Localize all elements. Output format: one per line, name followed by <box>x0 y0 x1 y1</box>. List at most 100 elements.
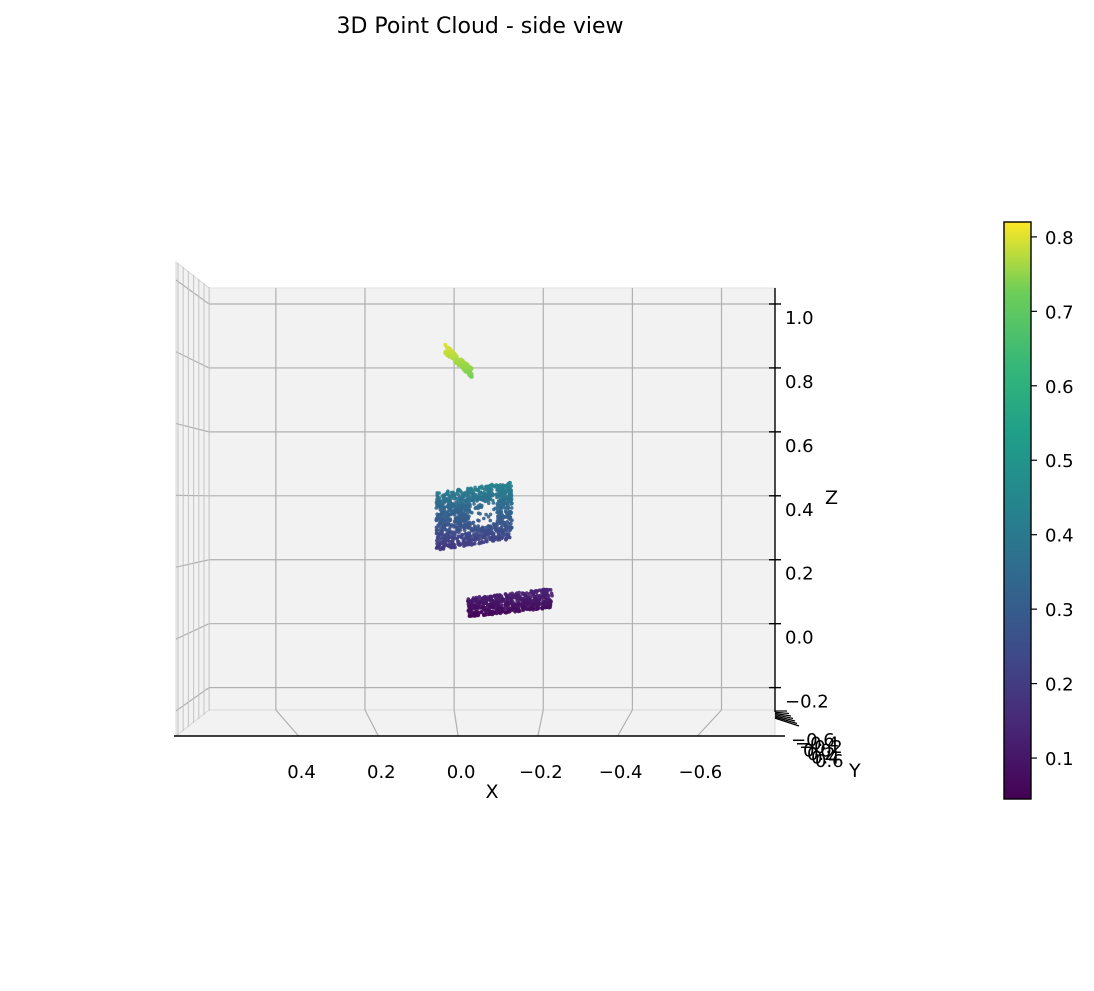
point <box>436 545 441 550</box>
x-axis-label: X <box>485 781 498 803</box>
point <box>441 510 445 515</box>
point <box>494 607 499 612</box>
point <box>457 360 462 365</box>
point <box>499 536 504 541</box>
y-tick-label: −0.4 <box>795 734 839 755</box>
point <box>462 528 467 533</box>
point <box>468 523 472 528</box>
point <box>490 538 495 543</box>
point <box>443 499 448 503</box>
point <box>509 506 514 510</box>
point <box>493 492 498 497</box>
point <box>448 509 452 513</box>
point <box>480 484 484 489</box>
point <box>469 539 473 543</box>
point <box>503 600 508 605</box>
x-tick-label: −0.2 <box>519 762 563 783</box>
point <box>470 534 475 538</box>
y-tick-mark <box>774 714 794 720</box>
point <box>447 500 452 504</box>
point <box>487 487 491 491</box>
point <box>463 515 468 520</box>
point <box>468 487 473 491</box>
point <box>491 501 496 505</box>
point <box>446 539 450 543</box>
point <box>517 608 521 612</box>
point <box>504 529 509 533</box>
point <box>464 492 468 497</box>
point <box>458 516 462 521</box>
point <box>505 520 510 524</box>
point <box>474 531 479 535</box>
point <box>447 527 452 531</box>
point <box>474 612 478 616</box>
point <box>498 514 502 518</box>
point <box>531 608 536 612</box>
point <box>476 524 481 528</box>
point <box>471 597 476 602</box>
point <box>449 496 454 501</box>
point <box>498 485 503 490</box>
y-tick-label: 0.2 <box>807 744 836 765</box>
point <box>455 497 460 501</box>
point <box>478 497 483 502</box>
point <box>546 601 551 605</box>
point <box>457 487 461 492</box>
point <box>436 534 441 539</box>
point <box>496 597 501 601</box>
x-floor-gridline <box>537 709 544 737</box>
point <box>442 538 447 543</box>
point <box>503 506 508 510</box>
point <box>441 493 446 497</box>
x-tick-label: 0.4 <box>287 762 316 783</box>
point <box>462 540 467 544</box>
axes-3d: 0.4 0.2 0.0 −0.2 −0.4 −0.61.00.80.60.40.20.0−… <box>174 260 861 803</box>
point <box>459 490 463 494</box>
point <box>499 505 503 510</box>
point <box>486 496 490 501</box>
colorbar-tick-label: 0.5 <box>1045 451 1074 472</box>
z-tick-label: −0.2 <box>785 692 829 713</box>
point <box>504 538 508 542</box>
point <box>480 526 485 531</box>
point <box>451 509 456 514</box>
point <box>503 532 508 536</box>
point <box>512 603 517 608</box>
point <box>448 535 452 539</box>
point <box>442 535 447 540</box>
point <box>437 531 442 536</box>
point <box>490 493 494 498</box>
point <box>525 595 530 599</box>
y-tick-mark <box>774 716 798 725</box>
point <box>525 602 529 606</box>
point <box>474 600 478 604</box>
point <box>439 501 443 506</box>
point <box>478 605 483 610</box>
point <box>513 593 518 597</box>
point-cloud <box>434 342 554 618</box>
point <box>487 491 492 496</box>
point <box>476 511 481 515</box>
point <box>484 512 488 517</box>
colorbar-gradient <box>1003 221 1032 800</box>
point <box>452 496 457 501</box>
point <box>465 532 470 536</box>
point <box>488 536 492 540</box>
point <box>488 512 493 517</box>
point <box>525 598 529 603</box>
point <box>443 514 447 518</box>
point <box>453 518 458 523</box>
colorbar-tick-label: 0.4 <box>1045 526 1074 547</box>
point <box>477 493 482 497</box>
point <box>466 542 470 547</box>
point <box>476 518 480 523</box>
point <box>477 601 482 605</box>
x-floor-gridline <box>275 709 299 737</box>
point <box>508 492 512 497</box>
point <box>450 523 454 527</box>
point <box>465 525 470 530</box>
point <box>449 490 454 495</box>
point <box>508 607 512 611</box>
point <box>454 505 458 509</box>
point <box>477 595 482 599</box>
